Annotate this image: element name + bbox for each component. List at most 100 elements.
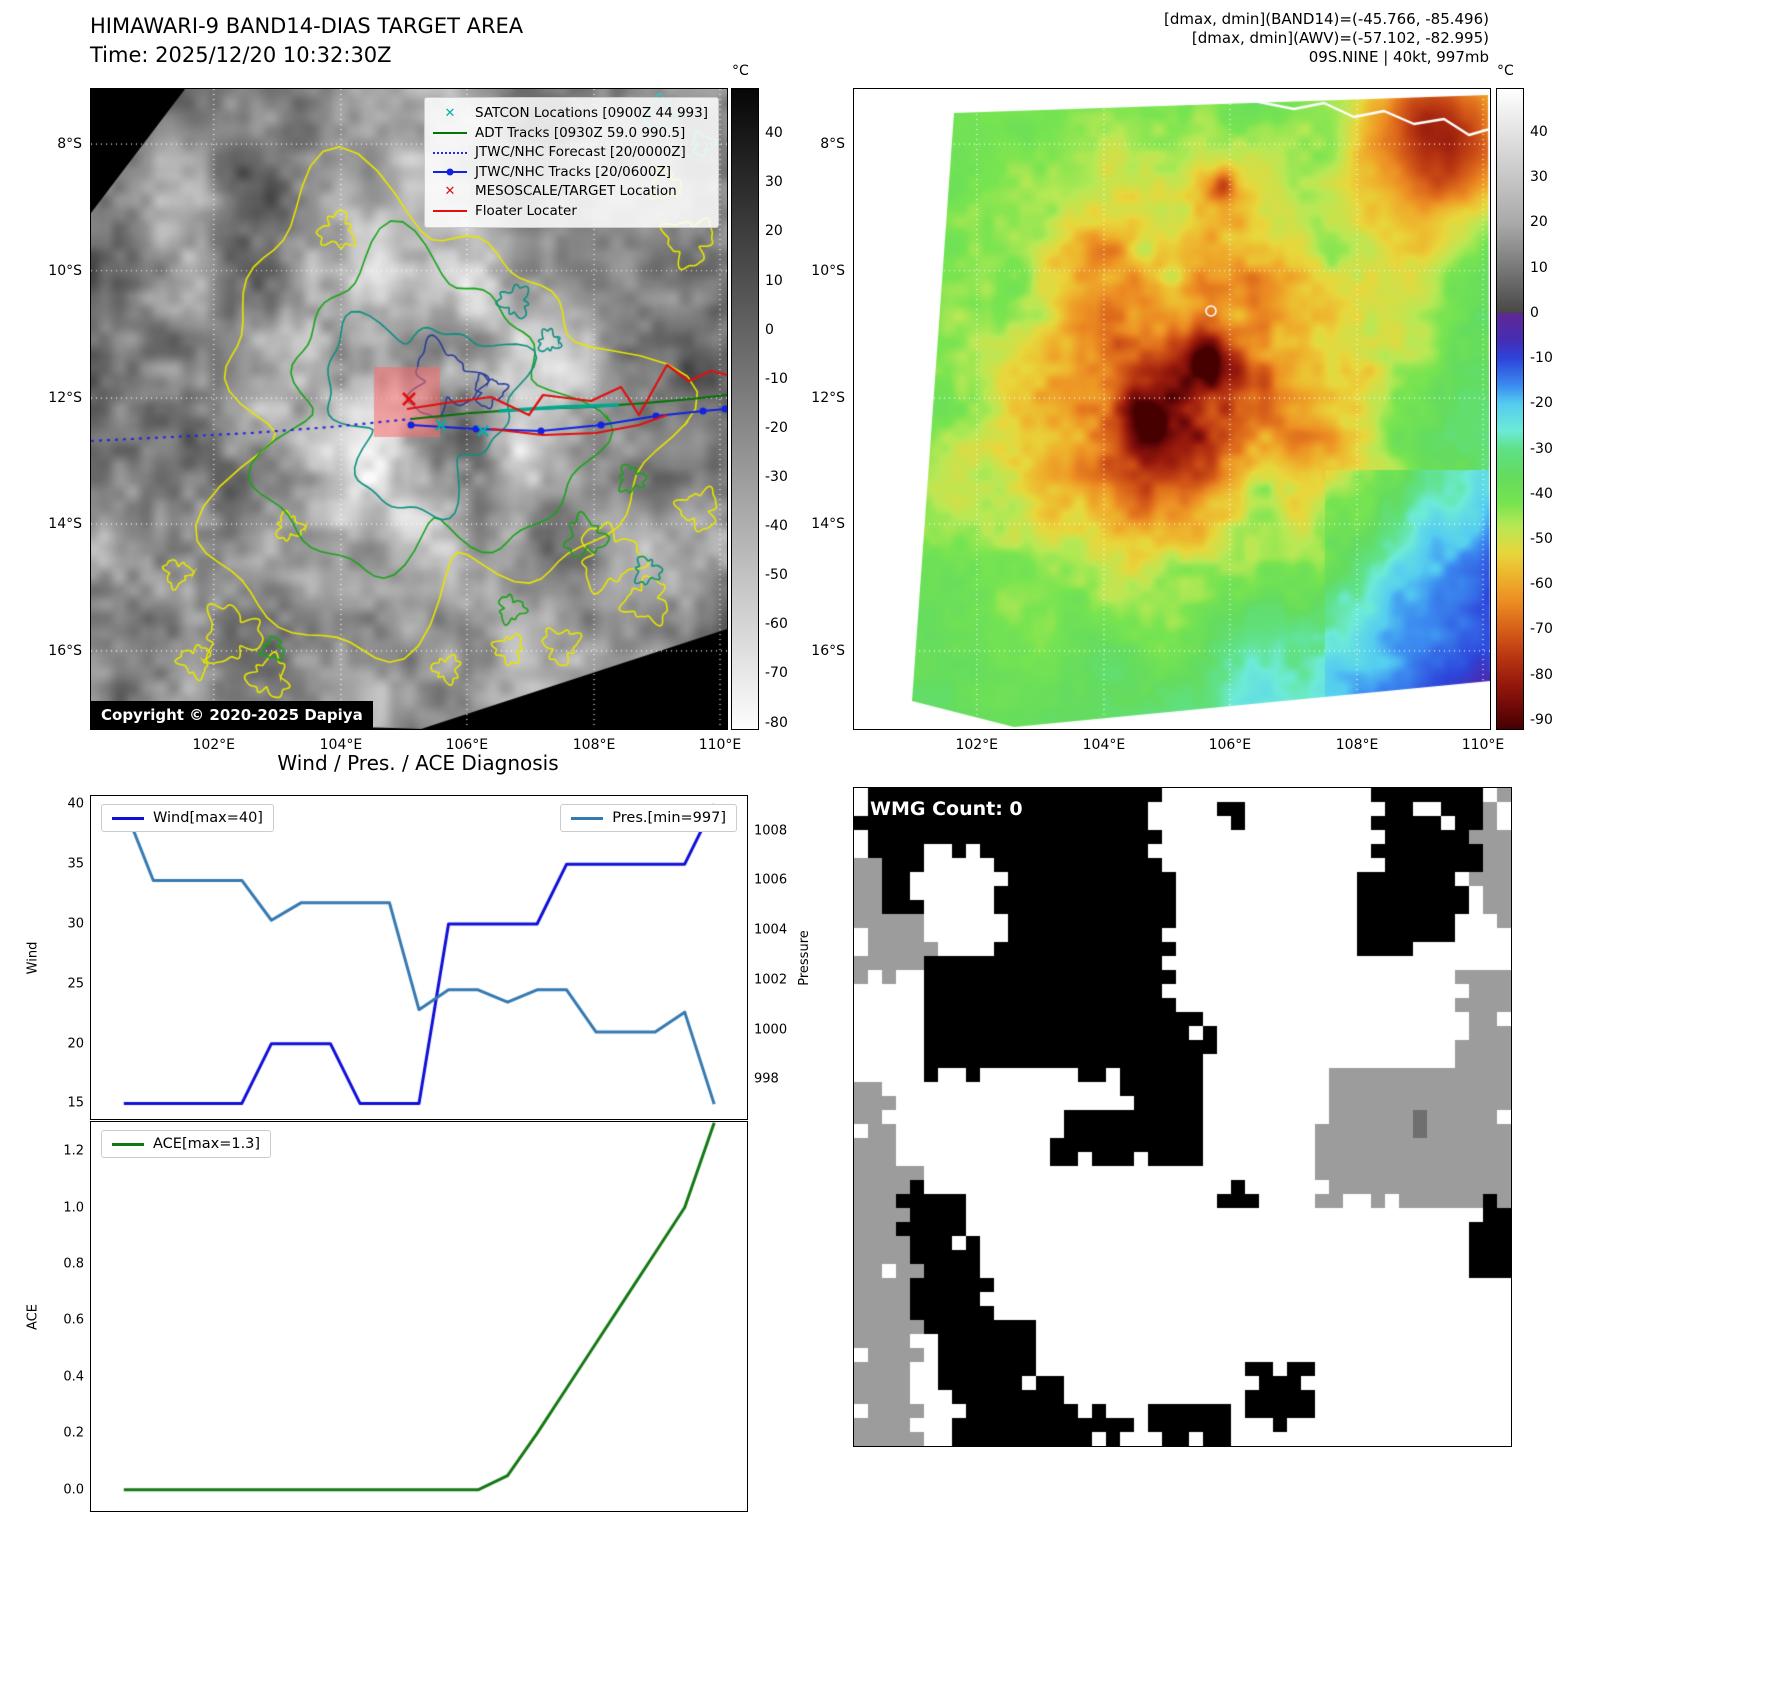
wmg-panel: WMG Count: 0 <box>853 787 1512 1447</box>
band14-legend: ✕ SATCON Locations [0900Z 44 993] ADT Trac… <box>424 97 719 228</box>
legend-item-label: JTWC/NHC Tracks [20/0600Z] <box>475 163 672 180</box>
colorbar-tick-label: -90 <box>1530 711 1553 728</box>
band14-title: HIMAWARI-9 BAND14-DIAS TARGET AREA <box>90 14 524 38</box>
lat-tick-label: 10°S <box>811 262 845 279</box>
chart-tick-label: 1.2 <box>63 1143 84 1159</box>
colorbar-tick-label: 40 <box>765 125 783 142</box>
legend-item-label: ADT Tracks [0930Z 59.0 990.5] <box>475 124 686 141</box>
colorbar-tick-label: -10 <box>1530 350 1553 367</box>
colorbar-tick-label: 40 <box>1530 123 1548 140</box>
lon-tick-label: 102°E <box>955 737 999 753</box>
colorbar-tick-label: -10 <box>765 370 788 387</box>
awv-header-line3: 09S.NINE | 40kt, 997mb <box>1308 48 1489 66</box>
wind-axis-label: Wind <box>25 941 41 974</box>
chart-tick-label: 1004 <box>754 922 788 938</box>
lat-tick-label: 8°S <box>820 136 845 153</box>
pressure-line-swatch <box>571 816 604 820</box>
ace-legend-label: ACE[max=1.3] <box>153 1136 261 1152</box>
chart-tick-label: 1002 <box>754 972 788 988</box>
ace-plot <box>91 1122 747 1511</box>
legend-item: ✕ MESOSCALE/TARGET Location <box>433 182 708 202</box>
pressure-legend: Pres.[min=997] <box>560 804 737 832</box>
chart-tick-label: 25 <box>67 976 84 992</box>
chart-tick-label: 40 <box>67 796 84 812</box>
chart-tick-label: 0.8 <box>63 1256 84 1272</box>
band14-time-label: Time: 2025/12/20 10:32:30Z <box>90 43 392 67</box>
awv-header-line1: [dmax, dmin](BAND14)=(-45.766, -85.496) <box>1164 10 1489 28</box>
awv-colorbar-gradient <box>1497 89 1523 729</box>
awv-header-line2: [dmax, dmin](AWV)=(-57.102, -82.995) <box>1191 29 1489 47</box>
legend-marker-line-icon <box>433 126 467 140</box>
ace-axis-label: ACE <box>25 1303 41 1330</box>
colorbar-tick-label: 20 <box>765 223 783 240</box>
wind-pressure-plot <box>91 796 747 1119</box>
wind-legend-label: Wind[max=40] <box>153 810 263 826</box>
chart-tick-label: 0.4 <box>63 1369 84 1385</box>
legend-marker-dotted-icon <box>433 146 467 160</box>
colorbar-tick-label: -20 <box>1530 395 1553 412</box>
colorbar-tick-label: -60 <box>765 616 788 633</box>
band14-colorbar-unit: °C <box>732 63 749 79</box>
legend-item: JTWC/NHC Tracks [20/0600Z] <box>433 163 708 183</box>
lon-tick-label: 104°E <box>1082 737 1126 753</box>
ace-chart: 0.0 0.2 0.4 0.6 0.8 1.0 1.2 ACE ACE[max=1.3] <box>26 1121 748 1512</box>
colorbar-tick-label: -40 <box>1530 485 1553 502</box>
awv-header: [dmax, dmin](BAND14)=(-45.766, -85.496) … <box>1164 10 1489 67</box>
band14-colorbar: °C 40 30 20 10 0 -10 -20 -30 -40 -50 -60 -70 -80 <box>731 63 788 731</box>
awv-satellite-image <box>854 89 1490 729</box>
colorbar-tick-label: -70 <box>1530 621 1553 638</box>
colorbar-tick-label: -50 <box>765 567 788 584</box>
legend-marker-line-dot-icon <box>433 165 467 179</box>
colorbar-tick-label: 0 <box>1530 304 1539 321</box>
wind-line-swatch <box>112 816 144 820</box>
awv-colorbar-unit: °C <box>1497 63 1514 79</box>
legend-marker-line-icon <box>433 204 467 218</box>
lat-tick-label: 16°S <box>48 642 82 659</box>
lon-tick-label: 106°E <box>1208 737 1252 753</box>
chart-tick-label: 15 <box>67 1095 84 1111</box>
lat-tick-label: 8°S <box>57 136 82 153</box>
chart-tick-label: 1008 <box>754 823 788 839</box>
chart-tick-label: 0.2 <box>63 1425 84 1441</box>
colorbar-tick-label: -80 <box>1530 666 1553 683</box>
lat-tick-label: 10°S <box>48 262 82 279</box>
lon-tick-label: 108°E <box>1335 737 1379 753</box>
wmg-count-label: WMG Count: 0 <box>870 798 1023 820</box>
colorbar-tick-label: -30 <box>765 469 788 486</box>
pressure-axis-label: Pressure <box>797 929 813 986</box>
colorbar-tick-label: -40 <box>765 518 788 535</box>
colorbar-tick-label: 20 <box>1530 214 1548 231</box>
diagnosis-title: Wind / Pres. / ACE Diagnosis <box>277 751 559 775</box>
ace-line-swatch <box>112 1142 144 1146</box>
chart-tick-label: 0.6 <box>63 1312 84 1328</box>
colorbar-tick-label: -70 <box>765 665 788 682</box>
colorbar-tick-label: -60 <box>1530 576 1553 593</box>
colorbar-tick-label: 10 <box>1530 259 1548 276</box>
colorbar-tick-label: -80 <box>765 714 788 731</box>
legend-marker-x-icon: ✕ <box>444 184 456 199</box>
colorbar-tick-label: 30 <box>1530 169 1548 186</box>
copyright-label: Copyright © 2020-2025 Dapiya <box>91 701 373 729</box>
lon-tick-label: 110°E <box>1461 737 1505 753</box>
chart-tick-label: 0.0 <box>63 1482 84 1498</box>
legend-item: ✕ SATCON Locations [0900Z 44 993] <box>433 104 708 124</box>
legend-item-label: JTWC/NHC Forecast [20/0000Z] <box>475 144 686 160</box>
awv-colorbar: °C 40 30 20 10 0 -10 -20 -30 -40 -50 -60 -70 -80 -90 <box>1496 63 1553 730</box>
awv-map-frame: 8°S 10°S 12°S 14°S 16°S 102°E 104°E 106°E 108°E… <box>811 88 1504 753</box>
lat-tick-label: 12°S <box>48 390 82 407</box>
colorbar-tick-label: 30 <box>765 174 783 191</box>
chart-tick-label: 998 <box>754 1071 779 1087</box>
chart-tick-label: 1006 <box>754 872 788 888</box>
colorbar-tick-label: -50 <box>1530 531 1553 548</box>
colorbar-tick-label: -30 <box>1530 440 1553 457</box>
chart-tick-label: 1000 <box>754 1022 788 1038</box>
lat-tick-label: 14°S <box>48 516 82 533</box>
colorbar-tick-label: 10 <box>765 272 783 289</box>
pressure-legend-label: Pres.[min=997] <box>612 810 726 826</box>
legend-item-label: SATCON Locations [0900Z 44 993] <box>475 105 708 121</box>
legend-item: Floater Locater <box>433 202 708 222</box>
wmg-grid-image <box>854 788 1511 1446</box>
lat-tick-label: 14°S <box>811 516 845 533</box>
legend-item: ADT Tracks [0930Z 59.0 990.5] <box>433 124 708 144</box>
